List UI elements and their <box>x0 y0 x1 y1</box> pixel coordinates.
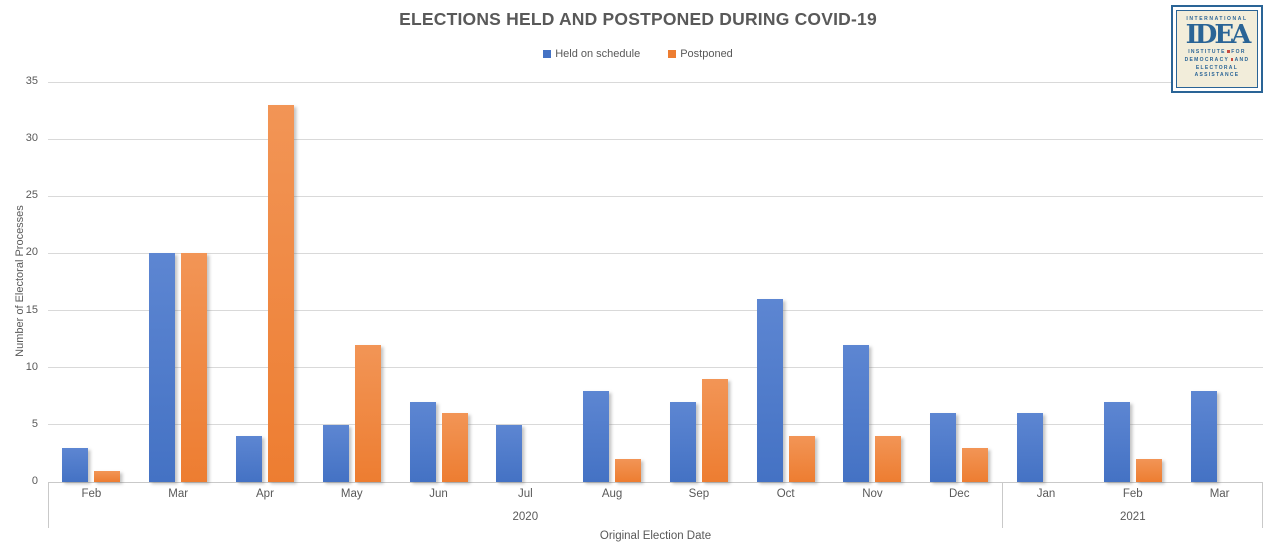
bar-held-7 <box>669 402 696 482</box>
bar-postponed-12 <box>1135 459 1162 482</box>
gridline-20 <box>48 252 1263 254</box>
bar-postponed-2 <box>267 104 294 482</box>
gridline-35 <box>48 81 1263 83</box>
bar-held-4 <box>409 402 436 482</box>
logo-subtitle-line-3: ASSISTANCE <box>1194 72 1240 79</box>
x-tick-label-11: Jan <box>1036 488 1056 500</box>
logo-subtitle-line-2: ELECTORAL <box>1195 64 1239 71</box>
logo-red-dot <box>1227 50 1230 53</box>
gridline-30 <box>48 138 1263 140</box>
bar-held-9 <box>843 344 870 482</box>
x-tick-label-5: Jul <box>517 488 533 500</box>
y-tick-label-15: 15 <box>25 303 38 316</box>
bar-postponed-0 <box>94 470 121 482</box>
year-label-2021: 2021 <box>1120 511 1146 523</box>
y-tick-label-20: 20 <box>25 246 38 259</box>
bar-held-13 <box>1190 390 1217 482</box>
y-tick-label-30: 30 <box>25 132 38 145</box>
logo-subtitle-line-1: DEMOCRACY AND <box>1184 56 1250 63</box>
gridline-10 <box>48 367 1263 369</box>
x-tick-label-12: Feb <box>1122 488 1143 500</box>
legend-swatch-postponed <box>668 50 677 58</box>
x-tick-label-1: Mar <box>168 488 189 500</box>
y-tick-label-10: 10 <box>25 360 38 373</box>
y-tick-label-5: 5 <box>31 417 38 430</box>
bar-held-1 <box>149 253 176 482</box>
x-tick-label-3: May <box>340 488 363 500</box>
bar-held-12 <box>1103 402 1130 482</box>
legend-item-held: Held on schedule <box>543 48 640 60</box>
x-tick-label-9: Nov <box>862 488 883 500</box>
y-axis-title: Number of Electoral Processes <box>14 205 26 357</box>
bar-held-5 <box>496 424 523 482</box>
y-tick-label-35: 35 <box>25 75 38 87</box>
bar-postponed-9 <box>875 436 902 482</box>
bar-held-2 <box>235 436 262 482</box>
chart-title: ELECTIONS HELD AND POSTPONED DURING COVI… <box>399 9 877 29</box>
bar-postponed-3 <box>354 344 381 482</box>
logo-subtitle-line-0: INSTITUTE FOR <box>1188 49 1246 55</box>
x-tick-label-4: Jun <box>429 488 448 500</box>
legend-label-held: Held on schedule <box>555 48 641 60</box>
logo-inner-panel: INTERNATIONAL IDEA INSTITUTE FOR DEMOCRACY… <box>1176 10 1258 88</box>
plot-area <box>48 81 1263 483</box>
axis-separator-right <box>1262 482 1263 528</box>
gridline-5 <box>48 424 1263 426</box>
axis-separator-1 <box>1002 482 1004 528</box>
bar-postponed-6 <box>615 459 642 482</box>
y-tick-label-25: 25 <box>25 189 38 202</box>
axis-separator-0 <box>47 482 49 528</box>
bar-held-3 <box>322 424 349 482</box>
international-idea-logo: INTERNATIONAL IDEA INSTITUTE FOR DEMOCRACY… <box>1171 5 1263 93</box>
x-tick-label-2: Apr <box>256 488 274 500</box>
gridline-15 <box>48 310 1263 312</box>
bar-held-11 <box>1017 413 1044 482</box>
bar-postponed-4 <box>441 413 468 482</box>
gridline-25 <box>48 195 1263 197</box>
legend: Held on schedule Postponed <box>0 46 1276 62</box>
logo-subtitle-lines: INSTITUTE FOR DEMOCRACY AND ELECTORAL ASSISTA… <box>1177 49 1257 80</box>
legend-item-postponed: Postponed <box>668 48 733 60</box>
legend-label-postponed: Postponed <box>680 48 733 60</box>
logo-red-dot <box>1230 58 1234 61</box>
bar-postponed-10 <box>962 447 989 482</box>
year-label-2020: 2020 <box>512 511 539 523</box>
bar-held-6 <box>583 390 610 482</box>
bar-postponed-7 <box>701 379 728 482</box>
logo-idea-wordmark: IDEA <box>1185 20 1252 50</box>
logo-international-text: INTERNATIONAL <box>1186 16 1248 22</box>
x-tick-label-0: Feb <box>81 488 102 500</box>
legend-swatch-held <box>543 50 552 58</box>
bar-held-8 <box>756 299 783 482</box>
y-tick-label-0: 0 <box>31 475 38 487</box>
x-tick-label-13: Mar <box>1209 488 1230 500</box>
x-tick-label-8: Oct <box>776 488 795 500</box>
bar-held-0 <box>62 447 89 482</box>
bar-postponed-1 <box>181 253 208 482</box>
x-tick-label-10: Dec <box>949 488 970 500</box>
x-tick-label-7: Sep <box>688 488 710 500</box>
x-axis-title: Original Election Date <box>599 530 712 542</box>
x-tick-label-6: Aug <box>601 488 623 500</box>
bar-held-10 <box>930 413 957 482</box>
bar-postponed-8 <box>788 436 815 482</box>
